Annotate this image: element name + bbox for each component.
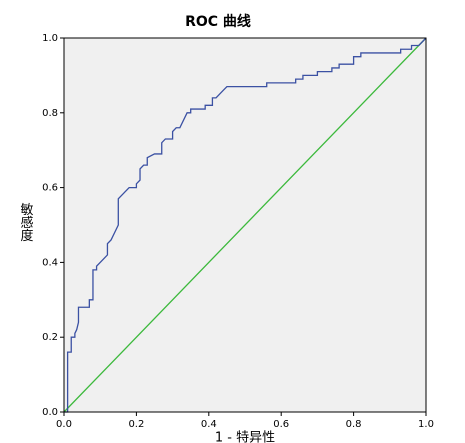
y-tick-label: 0.2 [42, 332, 58, 343]
x-tick-label: 1.0 [418, 419, 434, 430]
y-axis-label: 敏感度 [18, 203, 34, 242]
x-tick-label: 0.2 [128, 419, 144, 430]
y-tick-label: 0.0 [42, 407, 58, 418]
x-tick-label: 0.8 [346, 419, 362, 430]
y-tick-label: 0.6 [42, 183, 58, 194]
y-tick-label: 0.8 [42, 108, 58, 119]
chart-title: ROC 曲线 [185, 13, 251, 30]
x-axis-label: 1 - 特异性 [215, 431, 275, 443]
y-tick-label: 1.0 [42, 33, 58, 44]
x-tick-label: 0.0 [56, 419, 72, 430]
y-tick-label: 0.4 [42, 257, 58, 268]
roc-line [63, 37, 427, 413]
x-tick-label: 0.4 [201, 419, 217, 430]
plot-border [63, 37, 427, 413]
x-tick-label: 0.6 [273, 419, 289, 430]
roc-line [64, 37, 427, 413]
